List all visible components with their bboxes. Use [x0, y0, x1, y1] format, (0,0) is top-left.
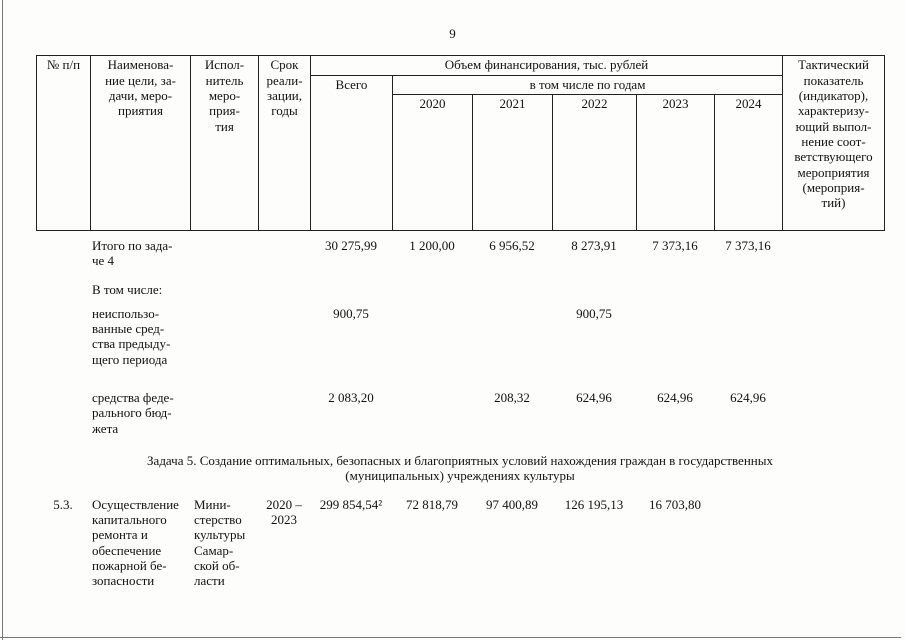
value-2020: 72 818,79: [406, 496, 458, 512]
total-value: 299 854,54²: [319, 496, 383, 512]
value-2021: 208,32: [494, 389, 530, 405]
executor-value: Мини- стерство культуры Самар- ской об- …: [194, 496, 246, 589]
scan-edge-left: [2, 0, 3, 640]
value-2022: 8 273,91: [571, 237, 617, 253]
header-by-years: в том числе по годам: [391, 75, 784, 95]
scan-edge-bottom: [0, 637, 901, 638]
header-col-name: Наименова- ние цели, за- дачи, меро- при…: [90, 55, 191, 231]
value-2023: 624,96: [657, 389, 693, 405]
value-2024: 624,96: [730, 389, 766, 405]
term-value: 2020 – 2023: [266, 496, 302, 527]
value-2023: 16 703,80: [649, 496, 701, 512]
value-2024: 7 373,16: [725, 237, 771, 253]
page-number: 9: [449, 26, 456, 41]
table-area: № п/п Наименова- ние цели, за- дачи, мер…: [36, 55, 886, 589]
header-col-executor: Испол- нитель меро- прия- тия: [190, 55, 259, 231]
header-col-indicator: Тактический показатель (индикатор), хара…: [782, 55, 886, 231]
table-row-5-3: 5.3. Осуществление капитального ремонта …: [36, 497, 884, 589]
header-year-2023: 2023: [636, 93, 715, 231]
header-col-term: Срок реали- зации, годы: [258, 55, 311, 231]
total-value: 900,75: [333, 305, 369, 321]
header-financing: Объем финансирования, тыс. рублей: [309, 55, 784, 77]
value-2020: 1 200,00: [409, 237, 455, 253]
row-label: Итого по зада- че 4: [92, 237, 173, 268]
table-row-neispolzovannye: неиспользо- ванные сред- ства предыду- щ…: [36, 306, 884, 367]
row-label: В том числе:: [92, 282, 163, 298]
header-col-total: Всего: [310, 75, 393, 231]
header-year-2021: 2021: [472, 93, 553, 231]
row-label: неиспользо- ванные сред- ства предыду- щ…: [92, 305, 171, 367]
value-2022: 624,96: [576, 389, 612, 405]
row-number: 5.3.: [53, 496, 73, 512]
row-label: Осуществление капитального ремонта и обе…: [92, 496, 179, 589]
header-year-2020: 2020: [392, 93, 473, 231]
table-row-vtom-chisle: В том числе:: [36, 282, 884, 297]
value-2022: 900,75: [576, 305, 612, 321]
value-2022: 126 195,13: [564, 496, 624, 512]
value-2021: 6 956,52: [489, 237, 535, 253]
section-heading-zadacha-5: Задача 5. Создание оптимальных, безопасн…: [147, 452, 773, 484]
total-value: 2 083,20: [328, 389, 374, 405]
total-value: 30 275,99: [325, 237, 377, 253]
table-row-sredstva-federalnogo: средства феде- рального бюд- жета 2 083,…: [36, 390, 884, 436]
value-2023: 7 373,16: [652, 237, 698, 253]
header-year-2022: 2022: [552, 93, 637, 231]
table-header: № п/п Наименова- ние цели, за- дачи, мер…: [36, 55, 886, 231]
value-2021: 97 400,89: [486, 496, 538, 512]
table-row-itogo: Итого по зада- че 4 30 275,99 1 200,00 6…: [36, 238, 884, 269]
header-year-2024: 2024: [713, 93, 784, 231]
row-label: средства феде- рального бюд- жета: [92, 389, 174, 436]
header-col-num: № п/п: [36, 55, 91, 231]
